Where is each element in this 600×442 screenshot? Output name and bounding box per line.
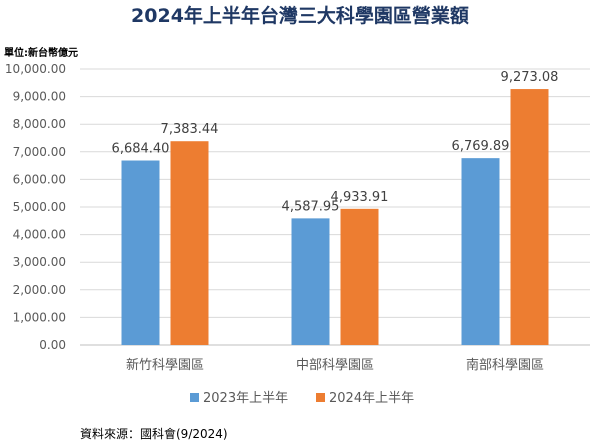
bar-2024-2 [510, 89, 549, 345]
y-tick-label: 10,000.00 [5, 62, 66, 76]
y-tick-label: 1,000.00 [13, 310, 66, 324]
data-labels: 6,684.40 7,383.44 4,587.954,933.91 6,769.89… [112, 70, 559, 214]
legend-swatch [316, 393, 325, 402]
bar-2023-0 [121, 160, 160, 345]
unit-label: 單位:新台幣億元 [4, 48, 78, 59]
data-label: 7,383.44 [161, 122, 219, 137]
bar-2023-2 [461, 158, 500, 345]
data-label: 9,273.08 [501, 70, 559, 85]
x-axis-categories: 新竹科學園區 中部科學園區 南部科學園區 [126, 357, 544, 373]
data-label: 6,684.40 [112, 142, 170, 157]
bar-2024-1 [340, 208, 379, 345]
y-tick-label: 6,000.00 [13, 172, 66, 186]
y-tick-label: 4,000.00 [13, 228, 66, 242]
y-axis-ticks: 0.00 1,000.00 2,000.00 3,000.00 4,000.00 5,00… [5, 62, 66, 352]
bars [121, 89, 549, 345]
y-tick-label: 7,000.00 [13, 145, 66, 159]
bar-2024-0 [170, 141, 209, 345]
legend-swatch [190, 393, 199, 402]
y-tick-label: 9,000.00 [13, 90, 66, 104]
category-label: 中部科學園區 [296, 358, 374, 373]
bar-2023-1 [291, 218, 330, 345]
category-label: 新竹科學園區 [126, 357, 204, 373]
y-tick-label: 0.00 [39, 338, 66, 352]
legend-label: 2024年上半年 [329, 391, 414, 406]
gridlines [80, 68, 590, 346]
y-tick-label: 2,000.00 [13, 283, 66, 297]
legend-label: 2023年上半年 [203, 391, 288, 406]
chart-title: 2024年上半年台灣三大科學園區營業額 [131, 5, 469, 27]
legend: 2023年上半年 2024年上半年 [190, 391, 414, 406]
y-tick-label: 3,000.00 [13, 255, 66, 269]
data-label: 4,933.91 [331, 190, 389, 205]
source-note: 資料來源：國科會(9/2024) [80, 427, 228, 441]
category-label: 南部科學園區 [466, 357, 544, 373]
data-label: 4,587.95 [282, 199, 340, 214]
y-tick-label: 8,000.00 [13, 117, 66, 131]
data-label: 6,769.89 [452, 139, 510, 154]
y-tick-label: 5,000.00 [13, 200, 66, 214]
